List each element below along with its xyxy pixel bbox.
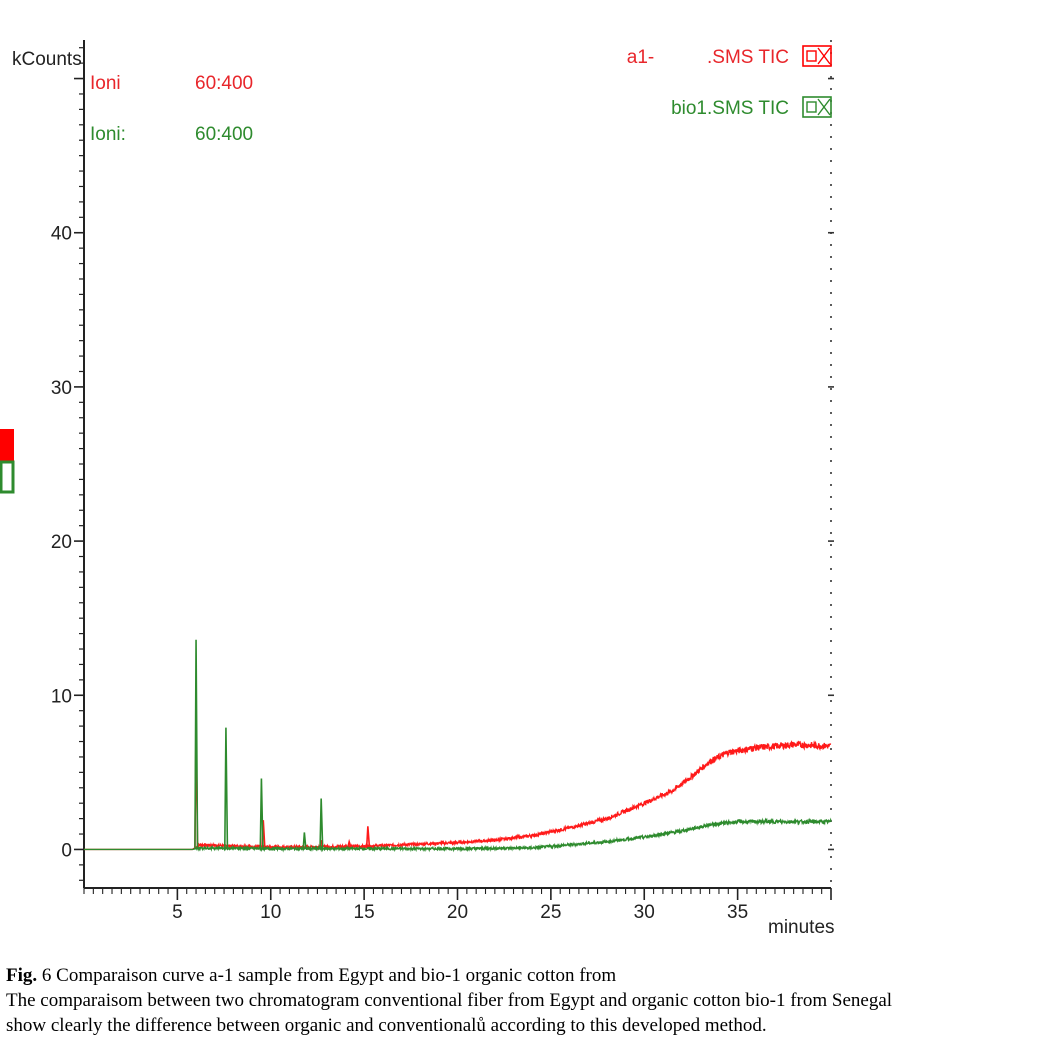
y-axis-unit-label: kCounts (12, 49, 82, 70)
peak-mark (365, 826, 371, 847)
y-tick-label: 10 (51, 686, 72, 707)
y-tick-label: 40 (51, 224, 72, 245)
y-tick-label: 20 (51, 532, 72, 553)
y-tick-label: 30 (51, 378, 72, 399)
ion-value-red: 60:400 (195, 73, 253, 94)
y-tick-labels: 0 10 20 30 40 (51, 224, 72, 862)
peak-mark (319, 798, 324, 849)
y-axis-ticks (74, 47, 834, 881)
x-tick-label: 30 (634, 902, 655, 923)
x-axis-ticks (83, 888, 832, 900)
x-tick-label: 35 (727, 902, 748, 923)
caption-fig-label: Fig. (6, 965, 38, 986)
caption-line-1: Fig. 6 Comparaison curve a-1 sample from… (6, 963, 1058, 988)
caption-title: 6 Comparaison curve a-1 sample from Egyp… (37, 965, 617, 986)
x-tick-label: 5 (172, 902, 183, 923)
figure-caption: Fig. 6 Comparaison curve a-1 sample from… (6, 963, 1058, 1038)
ion-label-green: Ioni: (90, 124, 126, 145)
x-tick-label: 10 (260, 902, 281, 923)
x-axis-unit-label: minutes (768, 917, 835, 938)
peak-mark (302, 832, 307, 849)
peak-mark (347, 838, 352, 847)
caption-line-2: The comparaisom between two chromatogram… (6, 990, 893, 1011)
red-trace-tab[interactable] (0, 429, 14, 463)
ion-value-green: 60:400 (195, 124, 253, 145)
legend-close-icon-red[interactable] (802, 45, 832, 67)
x-tick-label: 20 (447, 902, 468, 923)
series-bio1 (84, 639, 832, 853)
x-tick-labels: 5 10 15 20 25 30 35 (172, 902, 748, 923)
peak-mark (259, 778, 264, 849)
y-tick-label: 0 (61, 840, 72, 861)
series-line (84, 817, 832, 853)
series-line (84, 740, 832, 851)
legend-label-green: bio1.SMS TIC (671, 98, 789, 119)
ion-label-red: Ioni (90, 73, 121, 94)
green-trace-tab[interactable] (0, 460, 15, 494)
x-tick-label: 15 (354, 902, 375, 923)
peak-mark (224, 727, 229, 849)
peak-mark (194, 639, 199, 849)
caption-line-3: show clearly the difference between orga… (6, 1015, 767, 1036)
legend-close-icon-green[interactable] (802, 96, 832, 118)
series-layer (84, 639, 832, 853)
x-tick-label: 25 (540, 902, 561, 923)
legend-label-red: a1- .SMS TIC (627, 47, 789, 68)
